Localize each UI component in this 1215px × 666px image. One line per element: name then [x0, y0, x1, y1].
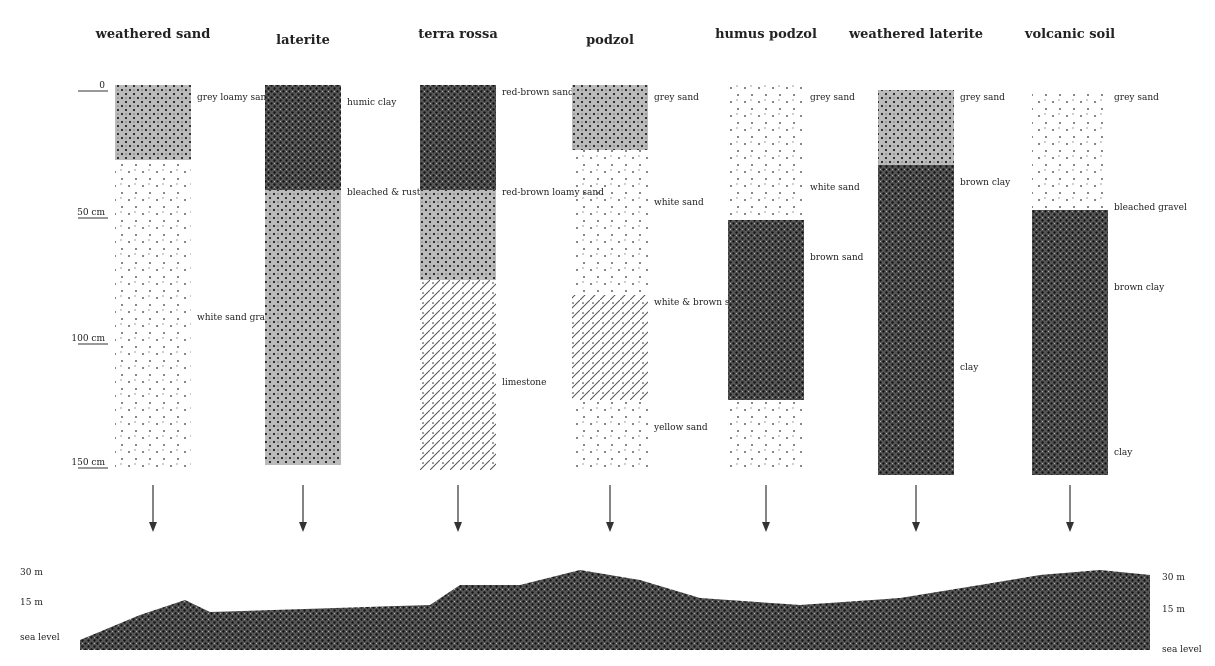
arrow-head	[454, 522, 462, 532]
column-title: podzol	[586, 33, 634, 48]
horizon-label: yellow sand	[653, 423, 708, 433]
horizon-label: humic clay	[347, 98, 397, 108]
horizon-label: grey sand	[1114, 93, 1159, 103]
depth-label: 150 cm	[71, 458, 105, 468]
arrow-head	[299, 522, 307, 532]
column-title: humus podzol	[715, 27, 817, 42]
horizon-label: white sand	[654, 198, 704, 208]
soil-layer	[115, 85, 191, 160]
soil-layer	[265, 85, 341, 190]
elevation-label: 30 m	[20, 568, 43, 578]
horizon-label: grey sand	[810, 93, 855, 103]
soil-layer	[572, 85, 648, 150]
column-title: weathered laterite	[848, 27, 983, 42]
soil-layer	[420, 85, 496, 190]
horizon-label: clay	[1114, 448, 1133, 458]
soil-layer	[728, 220, 804, 400]
depth-label: 0	[99, 81, 105, 91]
soil-layer	[878, 90, 954, 165]
horizon-label: brown sand	[810, 253, 864, 263]
arrow-head	[762, 522, 770, 532]
elevation-label: sea level	[20, 633, 60, 643]
horizon-label: grey sand	[654, 93, 699, 103]
soil-layer	[1032, 90, 1108, 210]
elevation-label: 15 m	[1162, 605, 1185, 615]
arrow-head	[149, 522, 157, 532]
elevation-label: 15 m	[20, 598, 43, 608]
soil-layer	[878, 165, 954, 475]
elevation-label: sea level	[1162, 645, 1202, 655]
depth-label: 100 cm	[71, 334, 105, 344]
terrain	[80, 570, 1150, 650]
horizon-label: grey sand	[960, 93, 1005, 103]
horizon-label: brown clay	[1114, 283, 1165, 293]
column-title: terra rossa	[418, 27, 498, 42]
soil-layer	[572, 400, 648, 470]
arrow-head	[912, 522, 920, 532]
arrow-head	[1066, 522, 1074, 532]
column-title: volcanic soil	[1024, 27, 1115, 42]
soil-layer	[572, 295, 648, 400]
soil-layer	[265, 190, 341, 465]
soil-layer	[572, 150, 648, 295]
soil-layer	[1032, 210, 1108, 475]
depth-label: 50 cm	[77, 208, 105, 218]
soil-layer	[728, 400, 804, 470]
horizon-label: white sand	[810, 183, 860, 193]
column-title: laterite	[276, 33, 330, 48]
soil-layer	[115, 160, 191, 470]
horizon-label: bleached & rust	[347, 188, 421, 198]
horizon-label: red-brown sand	[502, 88, 574, 98]
horizon-label: grey loamy sand	[197, 93, 272, 103]
soil-layer	[420, 190, 496, 280]
soil-layer	[728, 85, 804, 220]
horizon-label: bleached gravel	[1114, 203, 1187, 213]
soil-layer	[420, 280, 496, 470]
horizon-label: clay	[960, 363, 979, 373]
horizon-label: limestone	[502, 378, 546, 388]
column-title: weathered sand	[95, 27, 211, 42]
horizon-label: brown clay	[960, 178, 1011, 188]
soil-profiles: weathered sandgrey loamy sandwhite sand …	[0, 0, 1215, 666]
elevation-label: 30 m	[1162, 573, 1185, 583]
arrow-head	[606, 522, 614, 532]
